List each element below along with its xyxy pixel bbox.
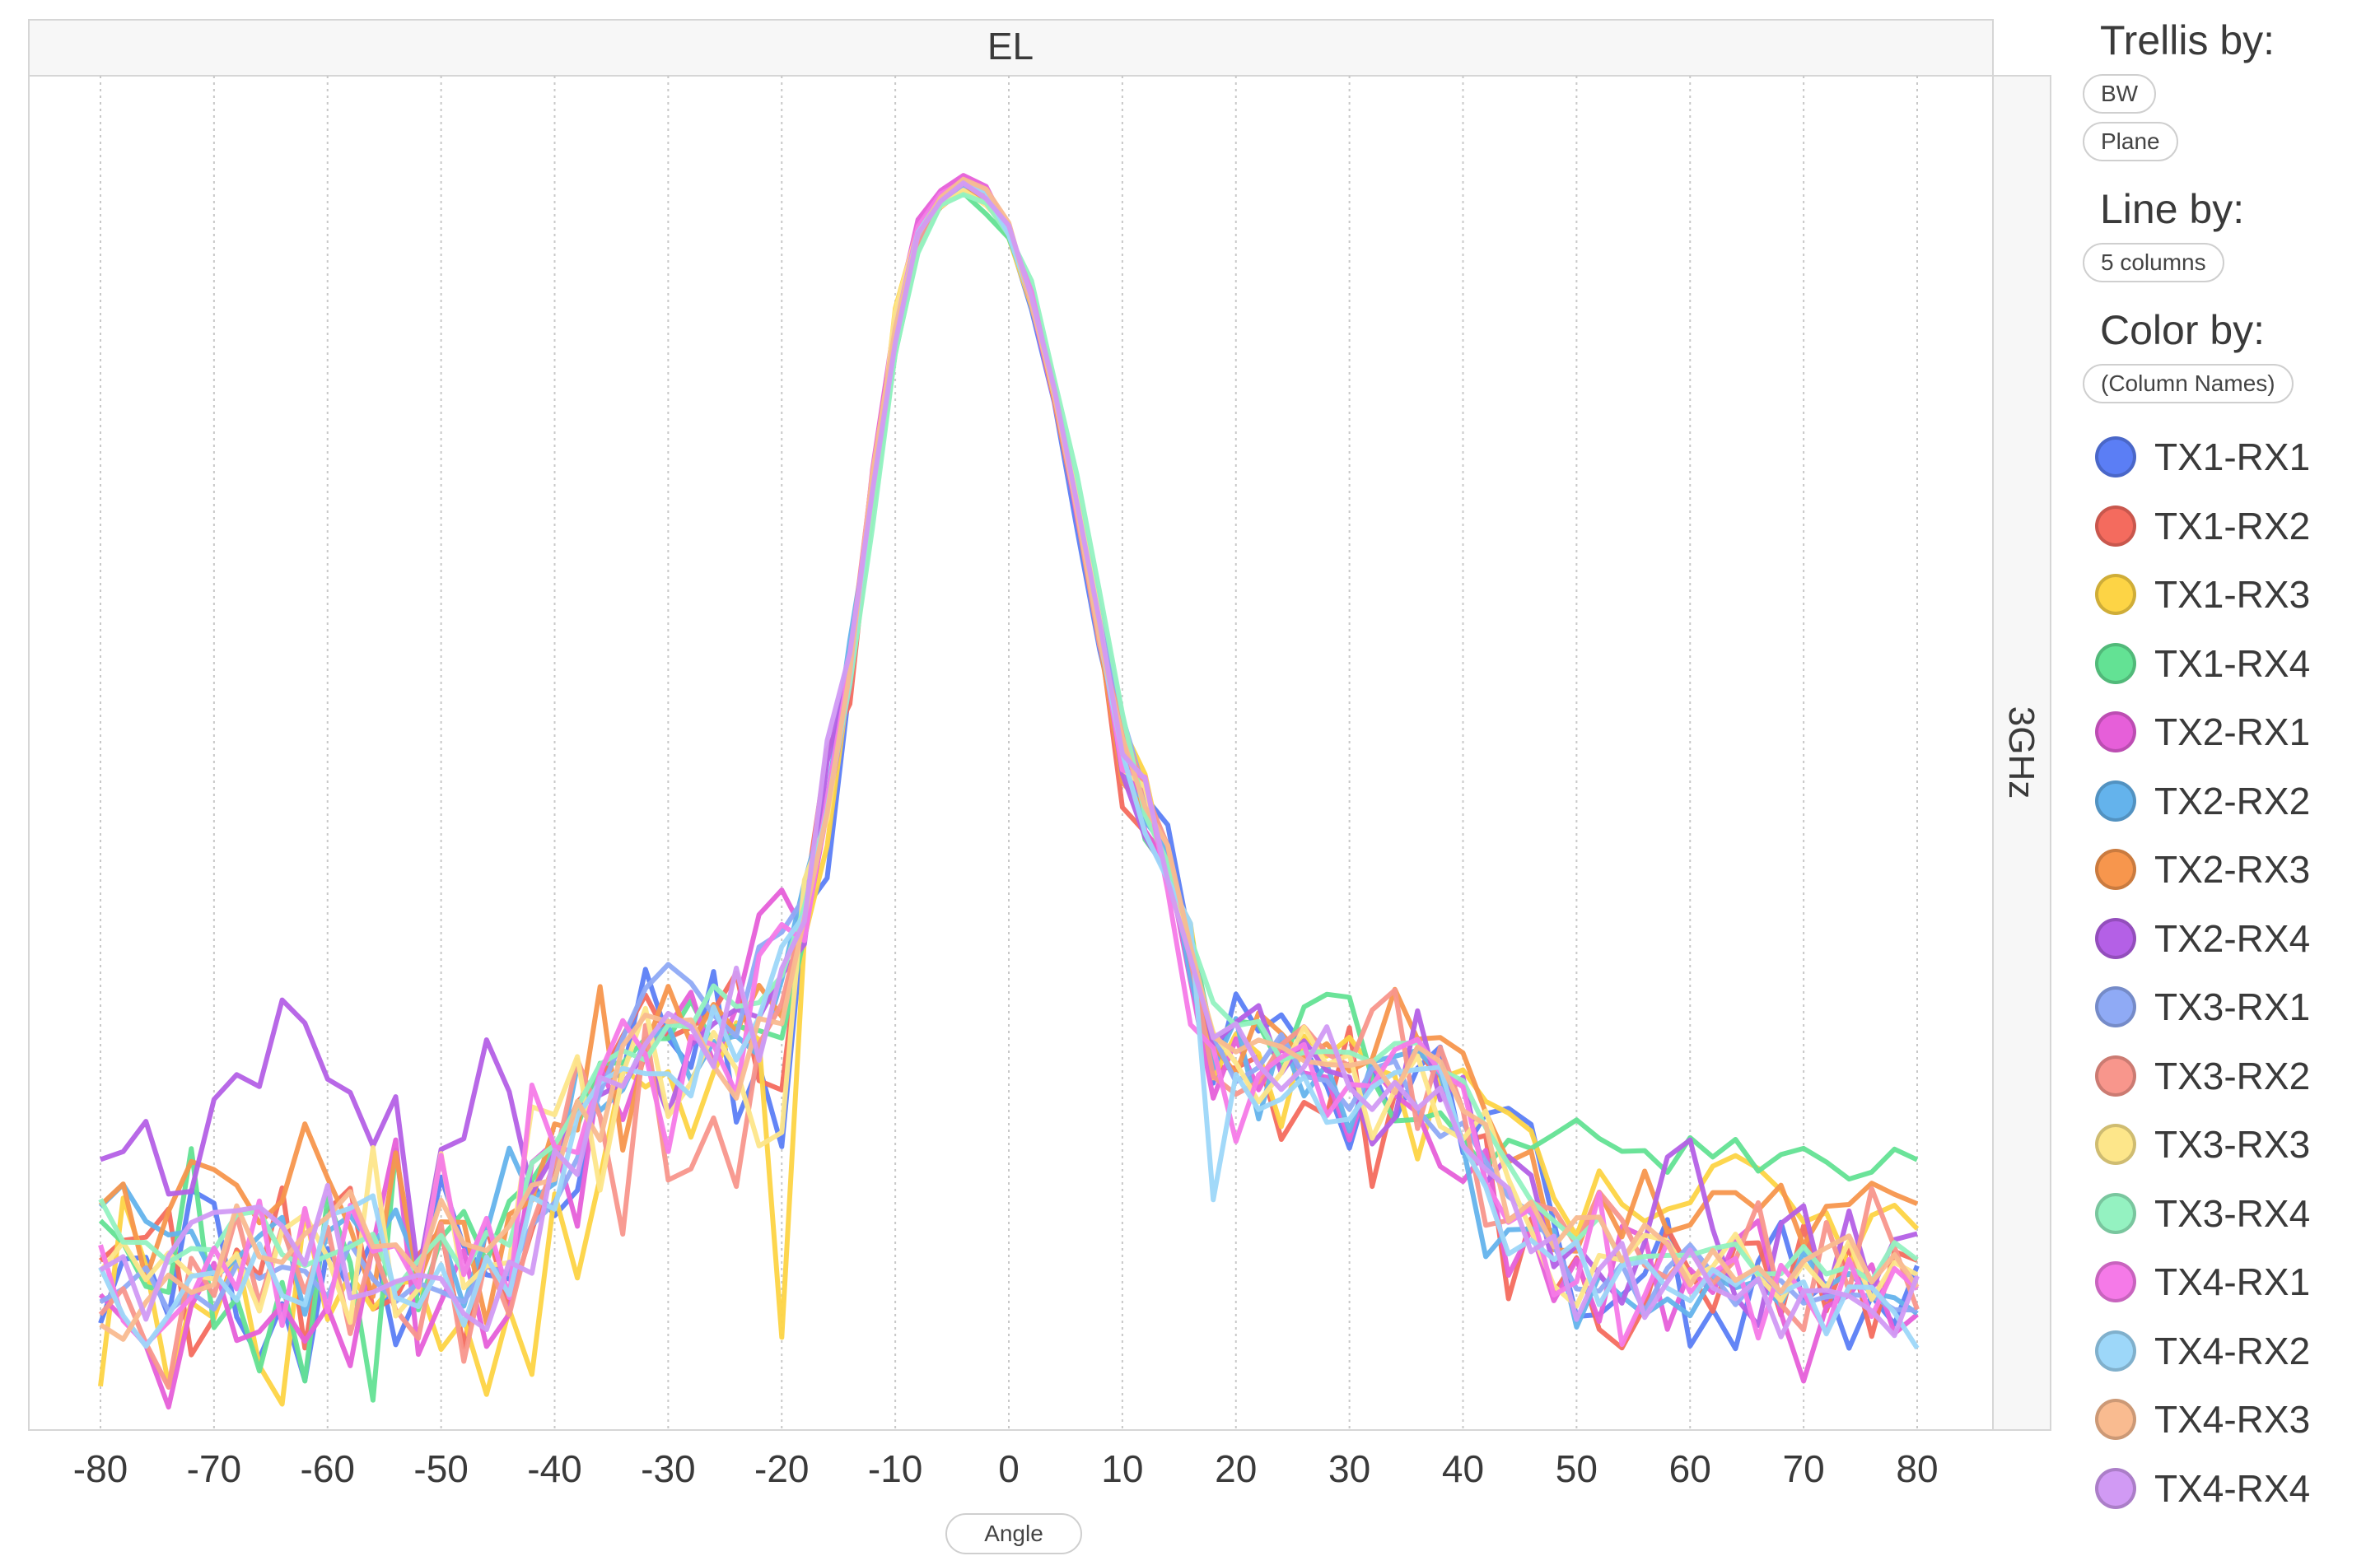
legend-swatch [2095,917,2136,959]
legend-swatch [2095,1467,2136,1509]
x-tick-label: -10 [868,1447,922,1490]
x-tick-label: -80 [73,1447,128,1490]
legend-label: TX3-RX4 [2154,1191,2311,1235]
legend-label: TX3-RX3 [2154,1123,2311,1166]
legend-swatch [2095,574,2136,615]
row-strip [1992,75,2051,1431]
legend-item-tx4-rx1[interactable]: TX4-RX1 [2095,1253,2310,1311]
line-by-selector[interactable]: 5 columns [2083,243,2224,282]
x-tick-label: 20 [1215,1447,1257,1490]
row-label: 3GHz [2001,706,2042,799]
legend-item-tx4-rx3[interactable]: TX4-RX3 [2095,1391,2310,1448]
legend-label: TX1-RX4 [2154,641,2311,685]
legend-swatch [2095,1261,2136,1302]
legend-swatch [2095,642,2136,684]
legend-item-tx4-rx4[interactable]: TX4-RX4 [2095,1460,2310,1517]
legend-item-tx2-rx1[interactable]: TX2-RX1 [2095,703,2310,761]
legend-item-tx3-rx1[interactable]: TX3-RX1 [2095,978,2310,1036]
legend-swatch [2095,711,2136,752]
x-axis-column-selector[interactable]: Angle [945,1513,1082,1554]
color-by-selector[interactable]: (Column Names) [2083,364,2294,403]
x-tick-label: 80 [1896,1447,1938,1490]
legend-label: TX4-RX1 [2154,1260,2311,1303]
x-tick-label: 40 [1442,1447,1484,1490]
trellis-selector-bw[interactable]: BW [2083,74,2157,114]
legend-item-tx3-rx4[interactable]: TX3-RX4 [2095,1185,2310,1242]
legend-swatch [2095,1399,2136,1440]
line-by-heading: Line by: [2100,186,2245,232]
trellis-selector-plane[interactable]: Plane [2083,122,2178,161]
legend-label: TX3-RX2 [2154,1054,2311,1097]
legend-swatch [2095,986,2136,1027]
legend-item-tx2-rx3[interactable]: TX2-RX3 [2095,841,2310,898]
legend-item-tx1-rx2[interactable]: TX1-RX2 [2095,497,2310,555]
legend-swatch [2095,1330,2136,1372]
legend-label: TX1-RX3 [2154,573,2311,616]
x-tick-label: -60 [301,1447,355,1490]
legend-label: TX2-RX1 [2154,710,2311,753]
series-lines [98,173,1920,1410]
x-tick-label: 70 [1783,1447,1825,1490]
trellis-by-heading: Trellis by: [2100,17,2275,63]
legend-swatch [2095,1192,2136,1234]
legend-swatch [2095,505,2136,547]
series-line-tx4-rx4[interactable] [99,180,1920,1339]
legend-swatch [2095,780,2136,822]
legend-item-tx1-rx4[interactable]: TX1-RX4 [2095,635,2310,692]
legend-panel: Trellis by: BW Plane Line by: 5 columns … [2059,0,2380,1556]
chart-area: EL 3GHz -80 -70 -60 -50 -40 -30 -20 -10 0 10 20 30 4… [28,19,2051,1490]
x-tick-label: 10 [1101,1447,1143,1490]
legend-item-tx1-rx1[interactable]: TX1-RX1 [2095,428,2310,486]
color-by-heading: Color by: [2100,307,2266,353]
legend-label: TX2-RX3 [2154,848,2311,891]
legend-item-tx2-rx4[interactable]: TX2-RX4 [2095,910,2310,967]
x-tick-label: 0 [998,1447,1020,1490]
legend-label: TX4-RX3 [2154,1398,2311,1441]
x-tick-label: -50 [413,1447,468,1490]
x-tick-label: 60 [1669,1447,1711,1490]
x-tick-label: 50 [1556,1447,1598,1490]
legend-label: TX4-RX2 [2154,1329,2311,1372]
legend-swatch [2095,1055,2136,1097]
legend-item-tx1-rx3[interactable]: TX1-RX3 [2095,566,2310,623]
legend-label: TX2-RX4 [2154,916,2311,960]
legend-label: TX4-RX4 [2154,1466,2311,1510]
legend-swatch [2095,436,2136,478]
legend-item-tx2-rx2[interactable]: TX2-RX2 [2095,772,2310,830]
x-tick-label: -20 [754,1447,809,1490]
legend-label: TX1-RX2 [2154,504,2311,547]
panel-header [28,19,1994,77]
x-tick-label: -30 [641,1447,695,1490]
legend-swatch [2095,1124,2136,1165]
legend-label: TX1-RX1 [2154,436,2311,478]
legend-item-tx3-rx3[interactable]: TX3-RX3 [2095,1116,2310,1173]
series-line-tx4-rx2[interactable] [98,177,1920,1350]
legend-item-tx3-rx2[interactable]: TX3-RX2 [2095,1047,2310,1105]
legend-swatch [2095,849,2136,890]
x-tick-label: 30 [1328,1447,1370,1490]
legend-label: TX3-RX1 [2154,985,2311,1028]
x-tick-label: -40 [527,1447,581,1490]
x-tick-label: -70 [187,1447,241,1490]
x-axis-ticks: -80 -70 -60 -50 -40 -30 -20 -10 0 10 20 30 40 50 60 70 8… [73,1447,1939,1490]
legend-label: TX2-RX2 [2154,779,2311,822]
panel-title: EL [987,25,1034,68]
legend-item-tx4-rx2[interactable]: TX4-RX2 [2095,1322,2310,1380]
